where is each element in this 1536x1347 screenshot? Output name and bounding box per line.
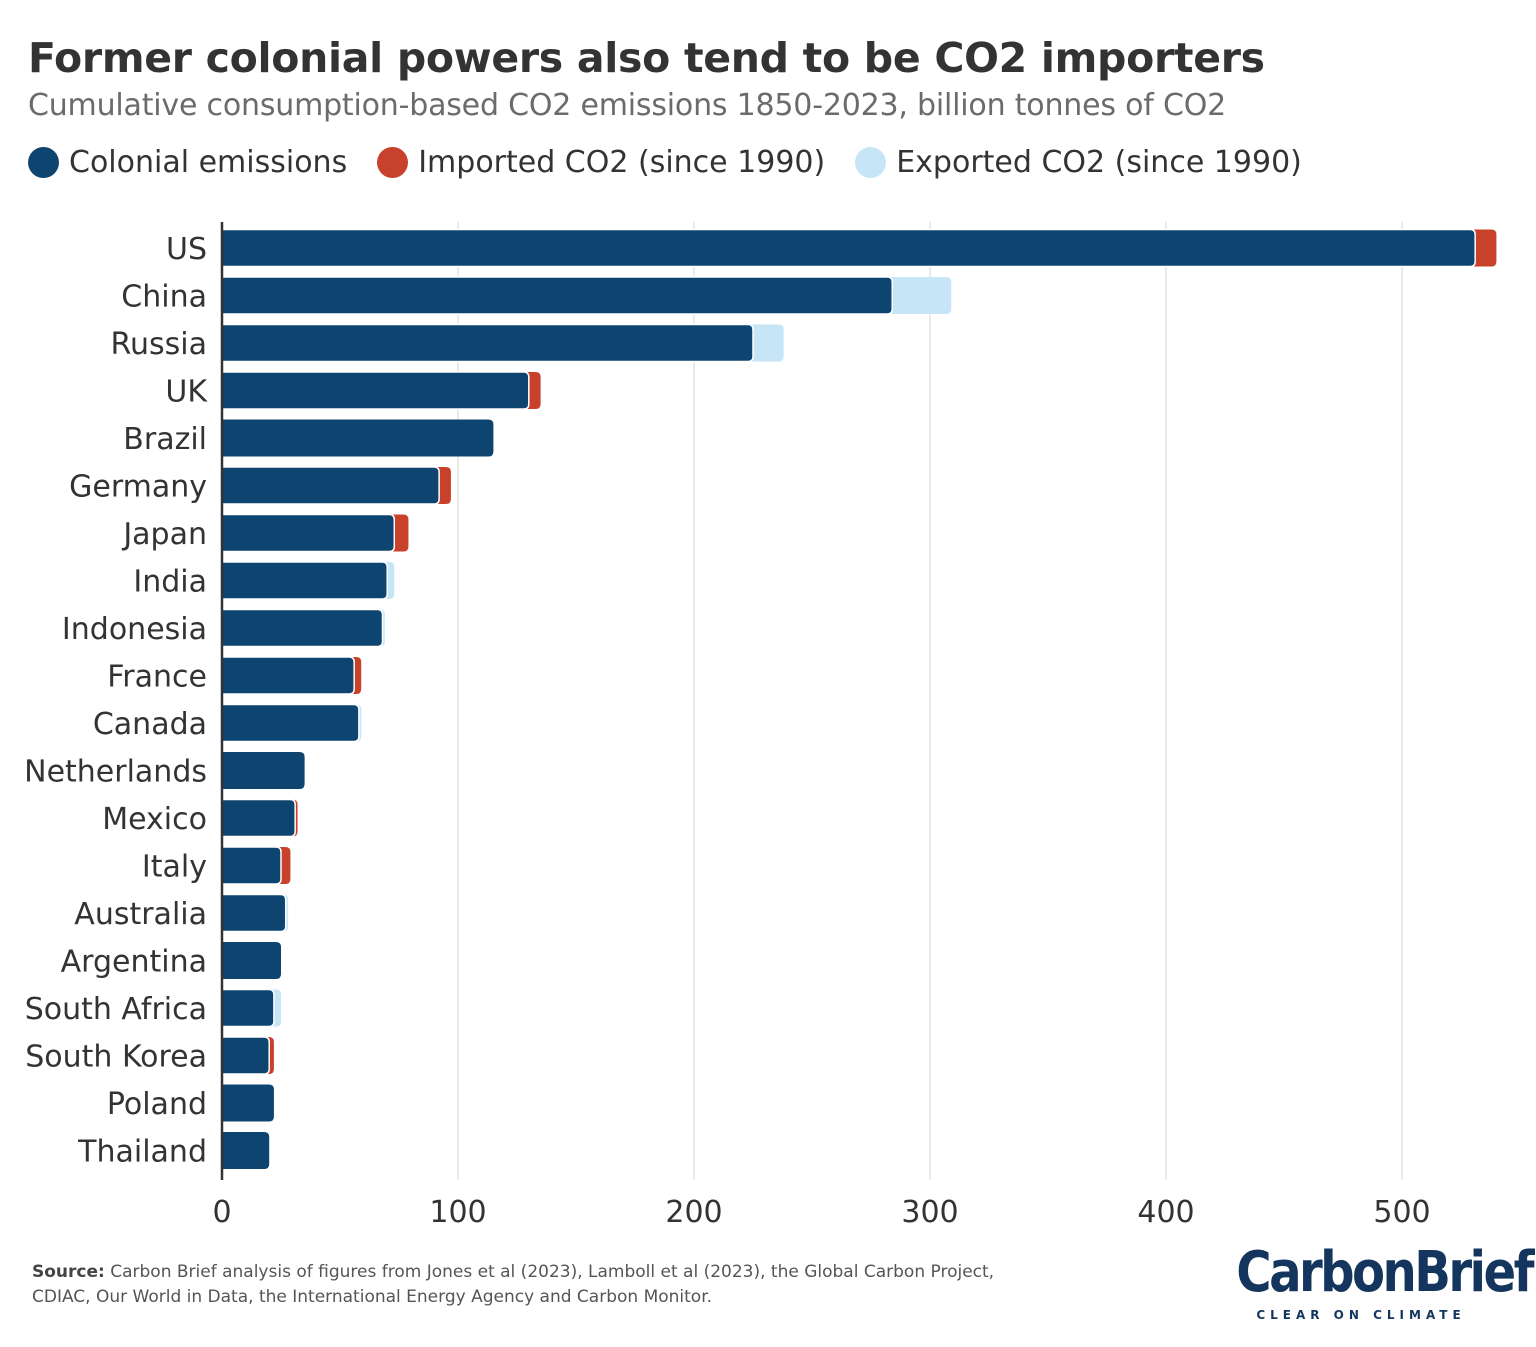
category-label-japan: Japan [121, 517, 207, 552]
x-tick-labels: 0 100 200 300 400 500 [212, 1195, 1430, 1230]
bar-colonial-australia [221, 893, 287, 933]
bar-colonial-france [221, 656, 355, 695]
x-tick-label-200: 200 [665, 1195, 722, 1230]
legend-item-colonial: Colonial emissions [28, 145, 347, 180]
chart-subtitle: Cumulative consumption-based CO2 emissio… [28, 88, 1226, 123]
legend-label-colonial: Colonial emissions [69, 145, 348, 180]
bar-colonial-italy [221, 846, 282, 885]
bar-colonial-netherlands [222, 752, 305, 789]
category-label-poland: Poland [107, 1087, 207, 1122]
category-labels: US China Russia UK Brazil Germany Japan India In… [24, 232, 208, 1170]
bar-colonial-russia [221, 323, 754, 363]
legend-swatch-colonial [28, 147, 59, 178]
logo-wordmark: CarbonBrief [1236, 1240, 1534, 1305]
legend: Colonial emissions Imported CO2 (since 1… [28, 145, 1332, 180]
bar-colonial-mexico [221, 798, 296, 838]
bar-colonial-south-africa [221, 988, 275, 1028]
category-label-germany: Germany [69, 470, 207, 505]
carbon-brief-logo: CarbonBrief CLEAR ON CLIMATE [1216, 1240, 1534, 1322]
legend-label-exported: Exported CO2 (since 1990) [896, 145, 1302, 180]
bar-chart: US China Russia UK Brazil Germany Japan India In… [24, 222, 1497, 1230]
category-label-argentina: Argentina [61, 945, 207, 980]
source-text: Carbon Brief analysis of figures from Jo… [32, 1262, 995, 1307]
legend-label-imported: Imported CO2 (since 1990) [418, 145, 826, 180]
bar-colonial-china [221, 276, 893, 315]
bar-colonial-indonesia [221, 608, 384, 648]
category-label-italy: Italy [142, 850, 207, 885]
category-label-netherlands: Netherlands [24, 755, 207, 790]
source-label: Source: [32, 1262, 105, 1282]
category-label-uk: UK [165, 375, 208, 410]
bar-colonial-south-korea [221, 1036, 270, 1075]
category-label-canada: Canada [93, 707, 207, 742]
bar-colonial-germany [221, 466, 440, 505]
bar-colonial-argentina [222, 942, 281, 979]
category-label-thailand: Thailand [77, 1135, 207, 1170]
category-label-russia: Russia [111, 327, 208, 362]
x-tick-label-100: 100 [429, 1195, 486, 1230]
category-label-india: India [133, 565, 207, 600]
bar-colonial-poland [222, 1084, 274, 1122]
x-tick-label-500: 500 [1373, 1195, 1430, 1230]
x-tick-label-400: 400 [1137, 1195, 1194, 1230]
bar-colonial-canada [221, 703, 360, 743]
legend-swatch-exported [855, 147, 887, 178]
category-label-indonesia: Indonesia [62, 612, 207, 647]
bar-exported-russia [748, 324, 784, 362]
legend-item-imported: Imported CO2 (since 1990) [377, 145, 825, 180]
x-tick-label-300: 300 [901, 1195, 958, 1230]
bar-exported-china [887, 277, 952, 314]
category-label-australia: Australia [74, 897, 207, 932]
bar-colonial-uk [221, 371, 530, 410]
category-label-south-africa: South Africa [25, 992, 207, 1027]
category-label-france: France [107, 660, 207, 695]
category-label-brazil: Brazil [123, 422, 207, 457]
bar-colonial-thailand [222, 1132, 270, 1169]
bar-colonial-japan [221, 513, 396, 553]
chart-title: Former colonial powers also tend to be C… [28, 34, 1265, 82]
bar-colonial-brazil [222, 419, 494, 457]
x-tick-label-0: 0 [212, 1195, 231, 1230]
legend-item-exported: Exported CO2 (since 1990) [855, 145, 1302, 180]
logo-tagline: CLEAR ON CLIMATE [1256, 1308, 1466, 1322]
category-label-south-korea: South Korea [25, 1040, 207, 1075]
source-note: Source: Carbon Brief analysis of figures… [32, 1260, 1022, 1310]
grid-layer [457, 222, 1403, 1180]
bar-colonial-us [221, 228, 1476, 268]
category-label-us: US [166, 232, 207, 267]
bar-layer [221, 228, 1497, 1169]
bar-colonial-india [221, 561, 388, 600]
category-label-mexico: Mexico [102, 802, 207, 837]
bar-imported-us [1470, 229, 1497, 267]
legend-swatch-imported [377, 147, 409, 178]
category-label-china: China [121, 280, 207, 315]
